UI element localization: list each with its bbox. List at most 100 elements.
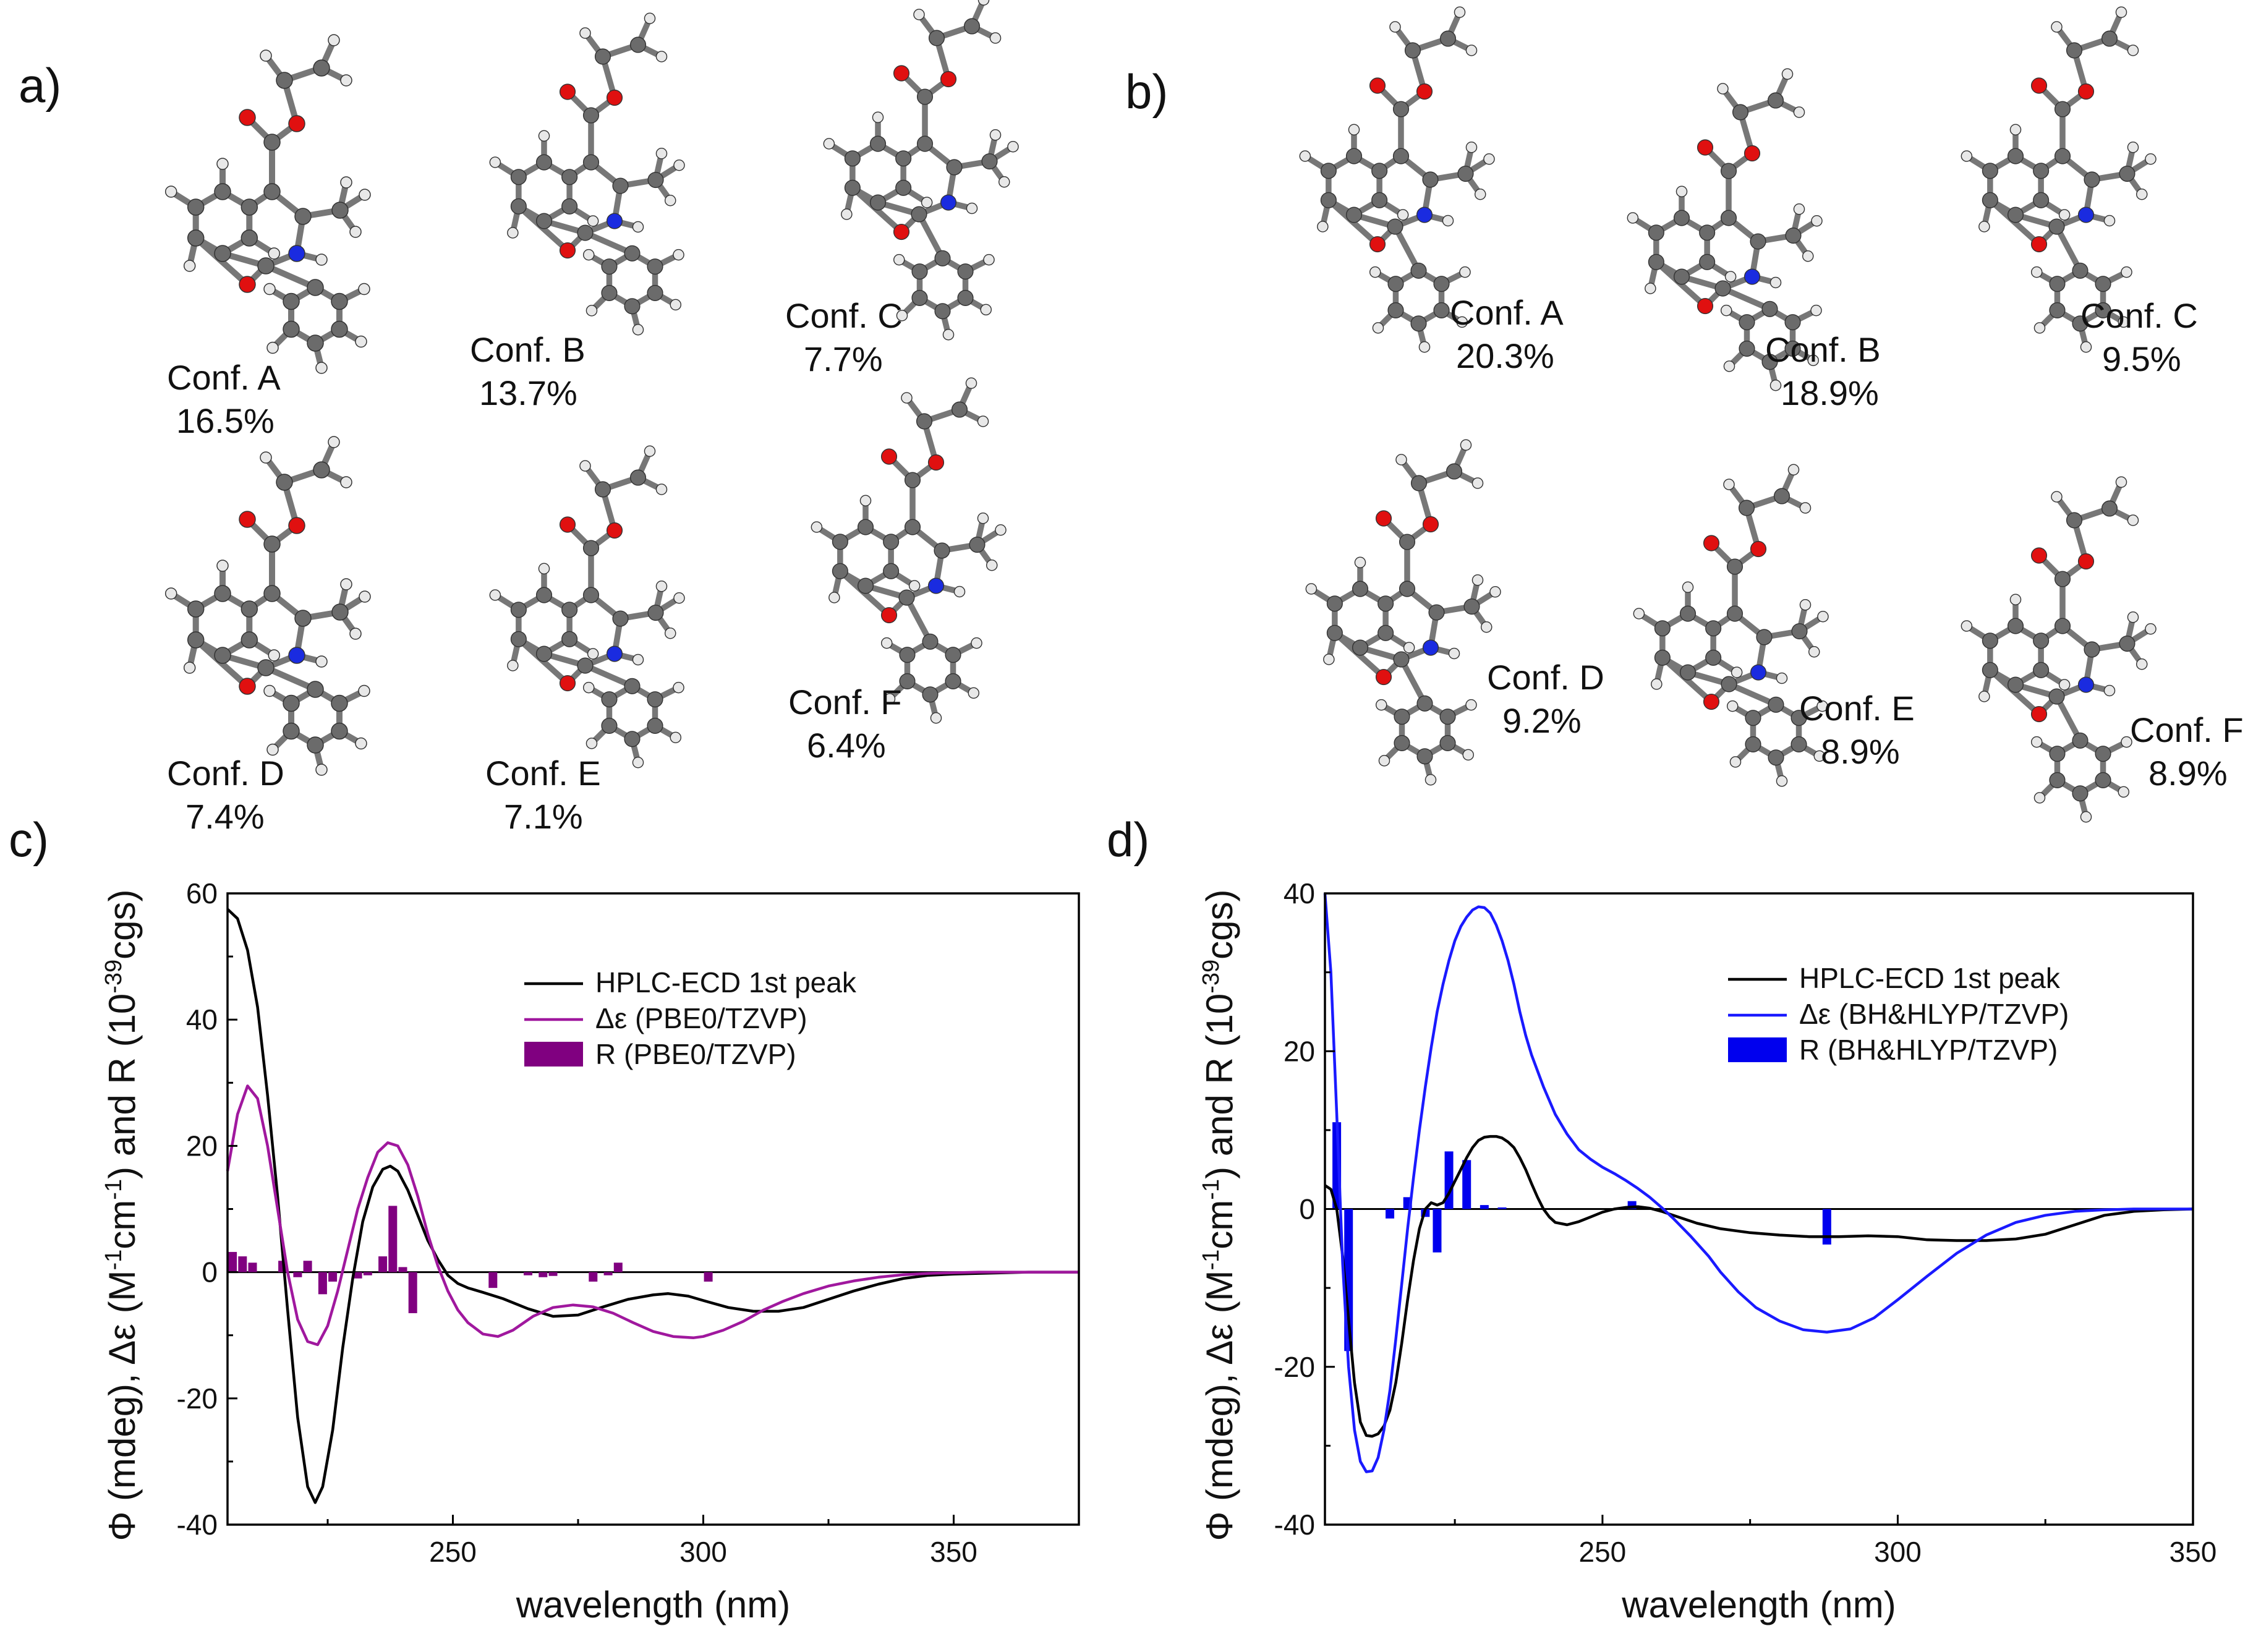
- hydrogen-atom: [1720, 304, 1732, 317]
- carbon-atom: [1433, 276, 1450, 292]
- carbon-atom: [832, 534, 848, 550]
- carbon-atom: [911, 289, 928, 306]
- carbon-atom: [307, 681, 324, 698]
- conformer-molecule: [811, 377, 1007, 724]
- hydrogen-atom: [585, 738, 598, 749]
- panel-b-molecules: [1299, 6, 2157, 823]
- carbon-atom: [331, 202, 349, 219]
- carbon-atom: [535, 587, 553, 603]
- carbon-atom: [1352, 581, 1369, 597]
- carbon-atom: [214, 647, 231, 664]
- hydrogen-atom: [942, 328, 955, 341]
- hydrogen-atom: [2030, 736, 2043, 748]
- conf-b-c-name: Conf. C: [2080, 296, 2198, 335]
- bond: [1721, 286, 1771, 312]
- bond: [2054, 225, 2083, 272]
- hydrogen-atom: [655, 580, 668, 592]
- conformer-molecule: [1961, 6, 2157, 353]
- hydrogen-atom: [1731, 666, 1743, 678]
- carbon-atom: [1393, 651, 1410, 668]
- carbon-atom: [895, 179, 912, 196]
- carbon-atom: [1416, 748, 1433, 765]
- carbon-atom: [601, 717, 618, 734]
- hydrogen-atom: [1305, 583, 1318, 595]
- carbon-atom: [624, 245, 641, 262]
- carbon-atom: [1394, 709, 1410, 725]
- hydrogen-atom: [1729, 756, 1742, 768]
- carbon-atom: [1320, 192, 1337, 208]
- hydrogen-atom: [1448, 647, 1460, 660]
- hydrogen-atom: [2115, 6, 2127, 19]
- hydrogen-atom: [664, 194, 676, 206]
- oxygen-atom: [880, 448, 898, 465]
- carbon-atom: [1768, 696, 1784, 713]
- carbon-atom: [869, 135, 887, 152]
- carbon-atom: [647, 691, 663, 708]
- carbon-atom: [647, 604, 664, 621]
- carbon-atom: [294, 208, 312, 225]
- carbon-atom: [313, 59, 330, 77]
- y-tick-label: -40: [177, 1509, 218, 1541]
- carbon-atom: [844, 179, 861, 196]
- oxygen-atom: [1422, 516, 1439, 533]
- carbon-atom: [1705, 620, 1722, 637]
- oxygen-atom: [606, 522, 623, 539]
- oxygen-atom: [606, 89, 623, 106]
- oxygen-atom: [239, 678, 256, 695]
- hydrogen-atom: [1403, 642, 1415, 654]
- hydrogen-atom: [183, 260, 196, 272]
- x-axis-label: wavelength (nm): [516, 1584, 791, 1625]
- carbon-atom: [2033, 632, 2050, 649]
- nitrogen-atom: [1744, 268, 1761, 285]
- conformer-molecule: [1633, 464, 1829, 787]
- carbon-atom: [1726, 605, 1744, 622]
- carbon-atom: [883, 563, 900, 579]
- oxygen-atom: [2077, 553, 2095, 570]
- hydrogen-atom: [268, 247, 281, 260]
- hydrogen-atom: [632, 323, 644, 336]
- carbon-atom: [969, 536, 986, 553]
- hydrogen-atom: [655, 147, 668, 160]
- carbon-atom: [1720, 163, 1737, 179]
- conformer-molecule: [1305, 439, 1501, 786]
- carbon-atom: [916, 88, 934, 105]
- hydrogen-atom: [977, 512, 989, 524]
- hydrogen-atom: [2118, 316, 2130, 328]
- carbon-atom: [582, 154, 600, 171]
- bond: [904, 596, 933, 643]
- carbon-atom: [1767, 92, 1784, 109]
- hydrogen-atom: [587, 215, 599, 227]
- hydrogen-atom: [1389, 21, 1401, 33]
- hydrogen-atom: [2033, 792, 2046, 804]
- carbon-atom: [577, 224, 594, 241]
- hydrogen-atom: [1397, 209, 1409, 221]
- carbon-atom: [2049, 302, 2066, 318]
- carbon-atom: [2033, 662, 2050, 678]
- hydrogen-atom: [977, 0, 990, 6]
- hydrogen-atom: [2009, 594, 2022, 606]
- hydrogen-atom: [340, 578, 352, 590]
- r-bar: [248, 1262, 257, 1272]
- nitrogen-atom: [940, 194, 957, 211]
- hydrogen-atom: [644, 445, 656, 458]
- carbon-atom: [883, 534, 900, 550]
- carbon-atom: [629, 469, 647, 486]
- oxygen-atom: [2030, 705, 2048, 723]
- carbon-atom: [916, 135, 934, 152]
- bond: [1399, 658, 1428, 705]
- carbon-atom: [283, 292, 300, 310]
- experimental-line: [1324, 1135, 2194, 1438]
- carbon-atom: [916, 413, 933, 430]
- bond: [2054, 695, 2083, 742]
- y-tick-label: 0: [1299, 1193, 1315, 1225]
- hydrogen-atom: [823, 138, 835, 150]
- carbon-atom: [241, 600, 258, 618]
- carbon-atom: [1404, 42, 1421, 59]
- y-tick-label: 20: [186, 1130, 218, 1162]
- carbon-atom: [1791, 623, 1808, 640]
- hydrogen-atom: [359, 189, 371, 201]
- hydrogen-atom: [1454, 6, 1466, 19]
- hydrogen-atom: [1723, 479, 1735, 490]
- carbon-atom: [1446, 463, 1463, 480]
- hydrogen-atom: [1676, 185, 1688, 198]
